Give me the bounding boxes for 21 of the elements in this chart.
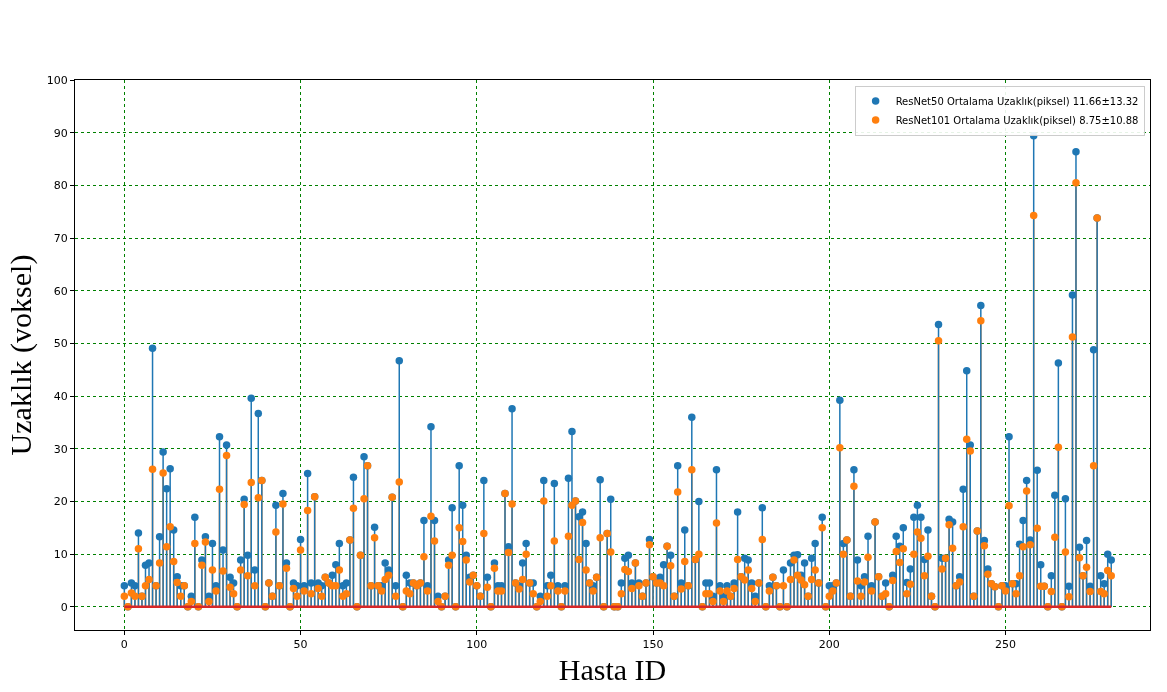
x-tick-label: 150 (642, 638, 664, 652)
y-tick-label: 10 (53, 547, 68, 561)
y-tick-label: 70 (53, 231, 68, 245)
x-tick-label: 50 (293, 638, 308, 652)
y-tick-label: 0 (60, 600, 68, 614)
y-tick-label: 40 (53, 389, 68, 403)
y-tick-label: 30 (53, 442, 68, 456)
x-tick-label: 0 (120, 638, 128, 652)
x-tick-label: 200 (818, 638, 840, 652)
y-axis-title: Uzaklık (voksel) (3, 254, 38, 456)
x-tick-label: 250 (994, 638, 1016, 652)
x-axis-title: Hasta ID (558, 652, 667, 686)
y-tick-label: 100 (46, 73, 68, 87)
x-tick-label: 100 (466, 638, 488, 652)
legend-label: ResNet50 Ortalama Uzaklık(piksel) 11.66±13.32 (895, 95, 1139, 107)
y-tick-label: 90 (53, 126, 68, 140)
legend-label: ResNet101 Ortalama Uzaklık(piksel) 8.75±10.88 (895, 114, 1139, 126)
y-tick-label: 80 (53, 179, 68, 193)
y-tick-label: 20 (53, 495, 68, 509)
y-tick-label: 60 (53, 284, 68, 298)
y-tick-label: 50 (53, 337, 68, 351)
